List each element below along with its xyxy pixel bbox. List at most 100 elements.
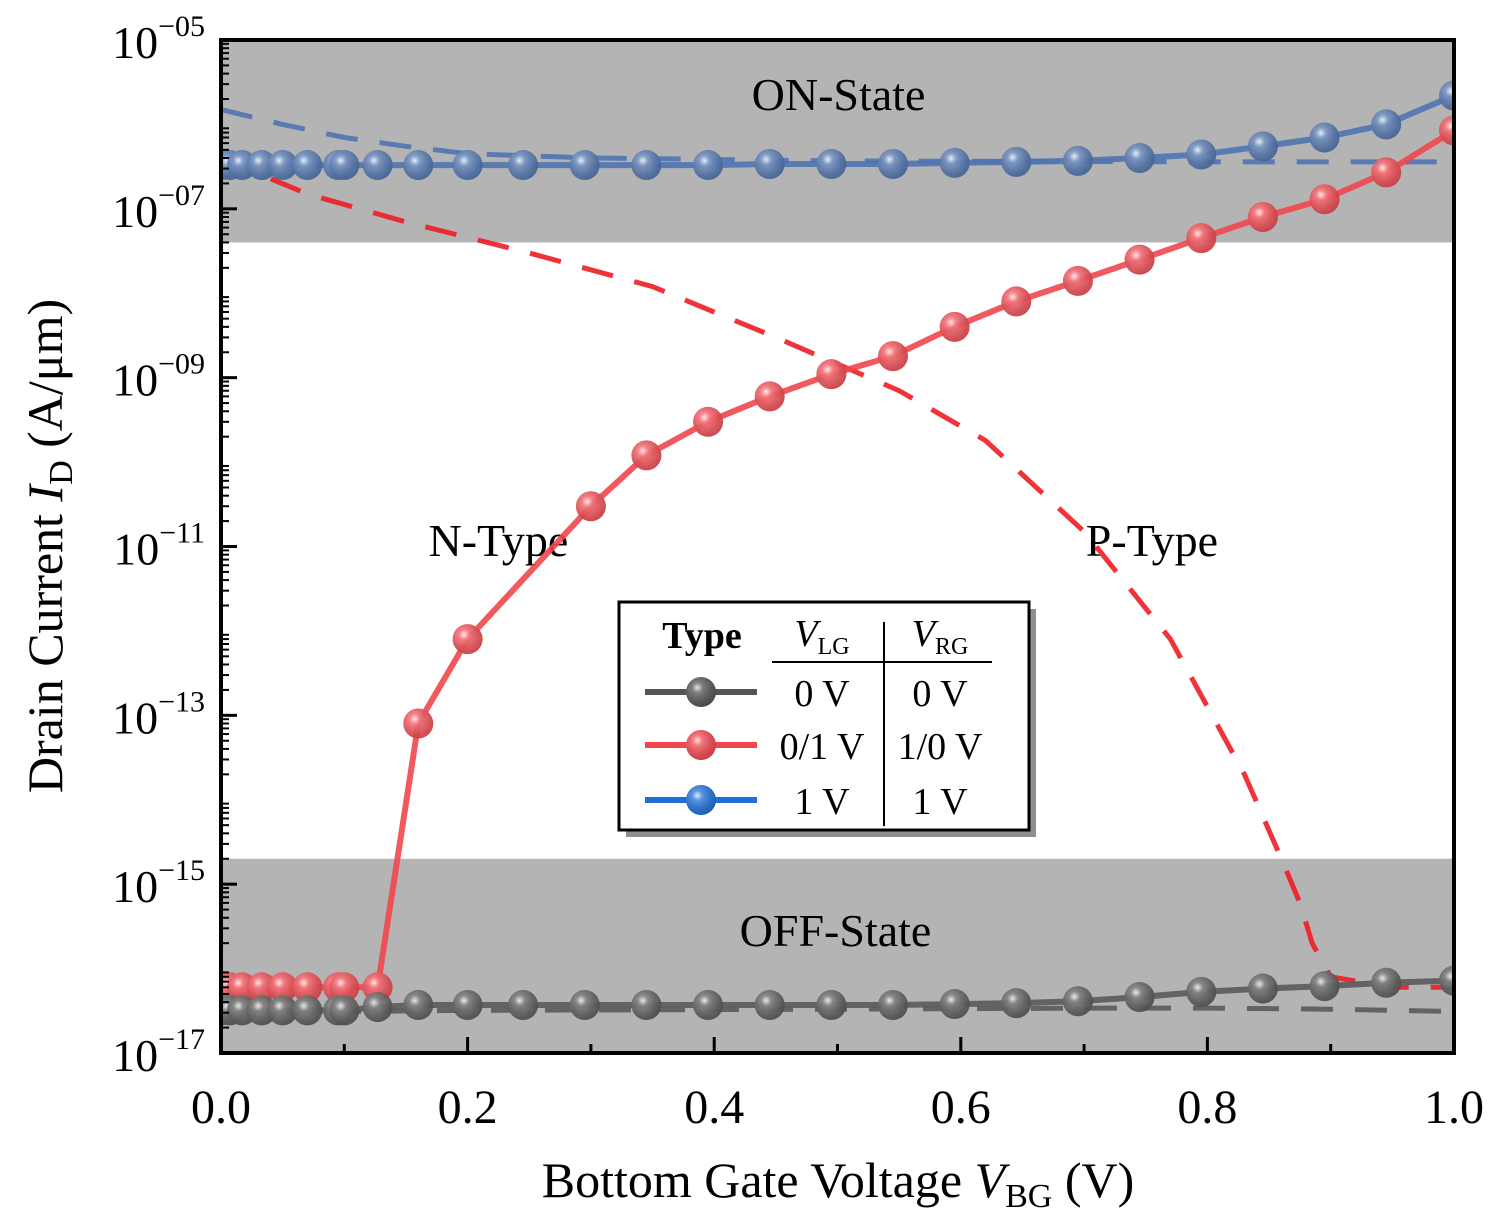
series-0-point-shade-15 <box>816 359 847 390</box>
series-1-point-shade-22 <box>1186 139 1217 170</box>
type-annotation-0: N-Type <box>429 515 569 566</box>
legend-vlg-0: 0 V <box>794 673 850 715</box>
x-tick-label-0: 0.0 <box>191 1081 251 1134</box>
y-tick-label-5: 10−07 <box>112 179 205 237</box>
series-2-point-shade-12 <box>569 990 600 1021</box>
series-1-point-shade-23 <box>1247 131 1278 162</box>
x-axis-label: Bottom Gate Voltage VBG (V) <box>542 1152 1135 1215</box>
series-1-point-shade-10 <box>452 150 483 181</box>
series-0-point-shade-16 <box>877 341 908 372</box>
series-1-point-shade-5 <box>292 150 323 181</box>
series-1-point-shade-14 <box>693 150 724 181</box>
series-0-point-shade-11 <box>575 491 606 522</box>
x-tick-label-3: 0.6 <box>931 1081 991 1134</box>
y-tick-label-4: 10−09 <box>112 348 205 406</box>
series-0-point-shade-18 <box>1001 286 1032 317</box>
series-2-point-shade-21 <box>1124 982 1155 1013</box>
off-state-label: OFF-State <box>740 905 932 956</box>
series-1-point-shade-11 <box>508 150 539 181</box>
series-2-point-shade-11 <box>508 990 539 1021</box>
series-0-point-shade-17 <box>939 311 970 342</box>
series-0-point-shade-21 <box>1186 223 1217 254</box>
series-1-point-shade-26 <box>1439 80 1454 111</box>
series-1-point-shade-21 <box>1124 143 1155 174</box>
series-0-point-shade-13 <box>693 406 724 437</box>
series-1-point-shade-20 <box>1062 145 1093 176</box>
legend-marker-shade-1 <box>686 730 716 760</box>
series-0-point-shade-20 <box>1124 244 1155 275</box>
series-1-point-shade-12 <box>569 150 600 181</box>
on-state-label: ON-State <box>752 69 926 120</box>
series-0-point-shade-3 <box>246 972 277 1003</box>
series-2-point-shade-22 <box>1186 976 1217 1007</box>
axes: 0.0 0.2 0.4 0.6 0.8 1.0 10−17 10−15 10−13 10−11 10… <box>17 10 1484 1215</box>
series-0-point-shade-10 <box>452 624 483 655</box>
series-1-point-shade-3 <box>246 150 277 181</box>
series-2-point-shade-7 <box>329 995 360 1026</box>
series-0-point-shade-12 <box>631 440 662 471</box>
series-2-point-shade-13 <box>631 990 662 1021</box>
series-1-point-shade-9 <box>403 150 434 181</box>
legend-vlg-2: 1 V <box>794 781 850 823</box>
y-tick-label-0: 10−17 <box>112 1023 205 1081</box>
series-1-point-shade-8 <box>362 150 393 181</box>
series-2-point-shade-16 <box>816 990 847 1021</box>
series-1-point-shade-25 <box>1371 109 1402 140</box>
y-axis-label: Drain Current ID (A/μm) <box>17 299 80 793</box>
series-2-point-shade-18 <box>939 989 970 1020</box>
series-2-point-shade-23 <box>1247 973 1278 1004</box>
dashed-series-line-1 <box>221 107 1454 165</box>
series-0-point-shade-23 <box>1309 184 1340 215</box>
series-0-point-shade-9 <box>403 708 434 739</box>
x-tick-label-4: 0.8 <box>1177 1081 1237 1134</box>
series-2-point-shade-4 <box>267 995 298 1026</box>
series-1-point-shade-7 <box>329 150 360 181</box>
data-series <box>221 80 1454 1026</box>
region-band-0 <box>221 40 1454 243</box>
y-tick-label-6: 10−05 <box>112 10 205 68</box>
series-0-point-shade-5 <box>292 972 323 1003</box>
series-1-point-shade-4 <box>267 150 298 181</box>
state-regions <box>221 40 1454 1053</box>
series-2-point-shade-17 <box>877 990 908 1021</box>
series-1-point-shade-13 <box>631 150 662 181</box>
dashed-series-line-0 <box>221 155 1454 990</box>
series-2-point-shade-10 <box>452 990 483 1021</box>
series-2-point-shade-3 <box>246 995 277 1026</box>
legend-box <box>617 600 1031 832</box>
series-2-point-shade-8 <box>362 992 393 1023</box>
legend-vrg-1: 1/0 V <box>898 726 983 768</box>
x-tick-label-2: 0.4 <box>684 1081 744 1134</box>
series-2-point-shade-14 <box>693 990 724 1021</box>
series-2-point-shade-26 <box>1439 965 1454 996</box>
region-band-1 <box>221 858 1454 1053</box>
series-1-point-shade-18 <box>939 147 970 178</box>
series-0-point-shade-14 <box>754 381 785 412</box>
y-tick-label-2: 10−13 <box>112 685 205 743</box>
series-2-point-shade-20 <box>1062 986 1093 1017</box>
series-2-point-shade-15 <box>754 990 785 1021</box>
series-2-point-shade-9 <box>403 990 434 1021</box>
x-tick-label-5: 1.0 <box>1424 1081 1484 1134</box>
series-1-point-shade-24 <box>1309 122 1340 153</box>
series-0-point-shade-24 <box>1371 157 1402 188</box>
series-2-point-shade-24 <box>1309 971 1340 1002</box>
legend-marker-shade-0 <box>686 677 716 707</box>
series-0-point-shade-19 <box>1062 265 1093 296</box>
series-1-point-shade-17 <box>877 148 908 179</box>
series-1-point-shade-19 <box>1001 146 1032 177</box>
x-tick-label-1: 0.2 <box>438 1081 498 1134</box>
series-0-point-shade-7 <box>329 972 360 1003</box>
legend: Type VLG VRG 0 V 0 V 0/1 V 1/0 V 1 V 1 V <box>617 600 1036 837</box>
series-2-point-shade-25 <box>1371 967 1402 998</box>
y-tick-label-1: 10−15 <box>112 854 205 912</box>
series-0-point-shade-4 <box>267 972 298 1003</box>
legend-marker-shade-2 <box>686 785 716 815</box>
series-0-point-shade-22 <box>1247 202 1278 233</box>
series-0-point-shade-25 <box>1439 115 1454 146</box>
legend-header-type: Type <box>662 615 742 657</box>
series-1-point-shade-15 <box>754 148 785 179</box>
legend-header-vlg: VLG <box>794 613 849 660</box>
